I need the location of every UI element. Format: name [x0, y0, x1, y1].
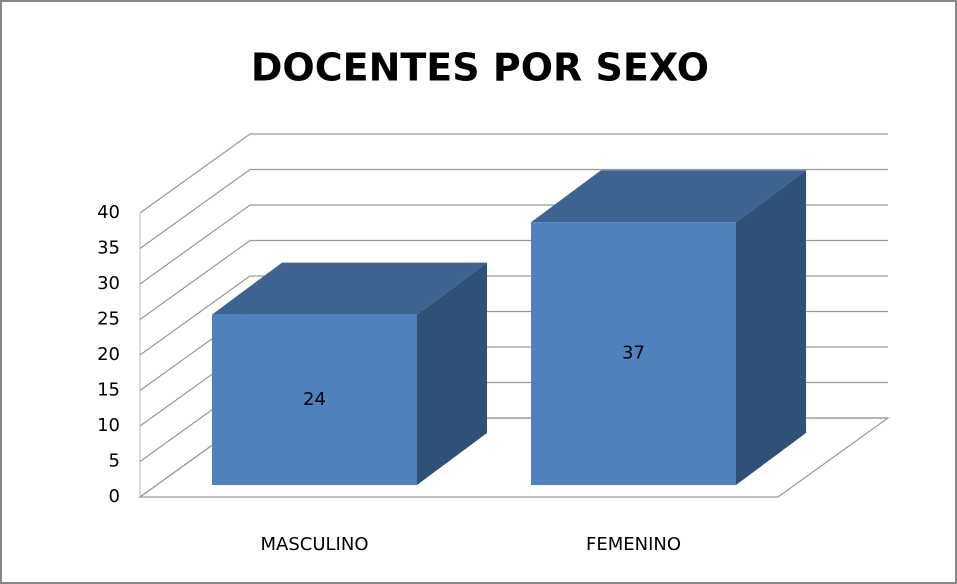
chart-title: DOCENTES POR SEXO: [251, 46, 709, 90]
bar-front: [212, 314, 417, 485]
bar-front: [531, 222, 736, 486]
grid-line-side: [139, 169, 251, 249]
y-tick-label: 30: [97, 273, 120, 294]
bar-side: [417, 262, 487, 485]
bar-side: [736, 170, 806, 486]
x-tick-label: MASCULINO: [261, 534, 369, 555]
grid-line-side: [139, 275, 251, 356]
grid-line-side: [139, 204, 251, 285]
value-label: 24: [303, 389, 326, 410]
grid-line-side: [139, 133, 251, 214]
bar-top: [531, 170, 806, 223]
y-tick-label: 15: [97, 380, 120, 401]
bar-top: [212, 262, 487, 315]
y-tick-label: 40: [97, 202, 120, 223]
value-label: 37: [622, 343, 645, 364]
y-tick-label: 0: [109, 486, 120, 507]
y-tick-label: 20: [97, 344, 120, 365]
bar: [212, 262, 487, 485]
y-tick-label: 25: [97, 309, 120, 330]
bar: [531, 170, 806, 486]
y-tick-label: 5: [109, 451, 120, 472]
grid-line-side: [139, 240, 251, 320]
y-tick-label: 10: [97, 415, 120, 436]
x-tick-label: FEMENINO: [586, 534, 681, 555]
y-tick-label: 35: [97, 238, 120, 259]
